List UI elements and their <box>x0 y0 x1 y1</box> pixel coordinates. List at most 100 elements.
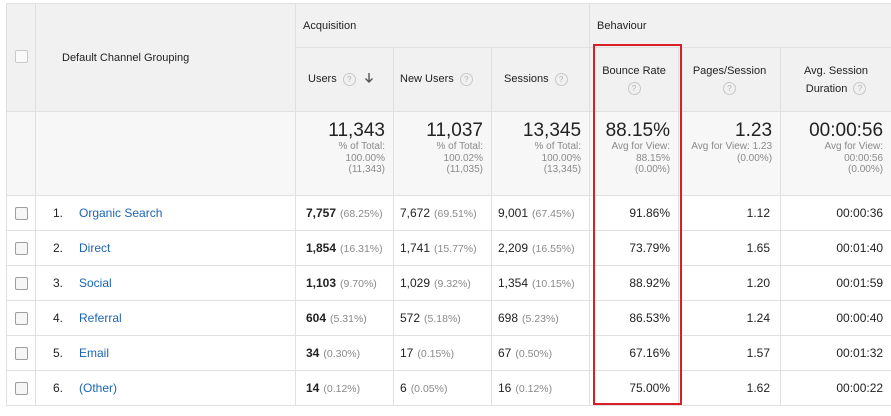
row-checkbox[interactable] <box>14 382 28 396</box>
users-percent: (9.70%) <box>340 278 377 290</box>
users-percent: (5.31%) <box>330 313 367 325</box>
avg-duration-value: 00:01:40 <box>836 241 884 255</box>
bounce-rate-cell: 91.86% <box>589 195 680 231</box>
avg-duration-cell: 00:01:59 <box>780 265 891 301</box>
pages-session-column-header[interactable]: Pages/Session ? <box>678 47 782 112</box>
new-users-cell: 7,672 (69.51%) <box>393 195 492 231</box>
help-icon[interactable]: ? <box>723 82 737 96</box>
avg-duration-total-caption: Avg for View: <box>824 141 884 152</box>
sessions-total-percent: 100.00% <box>541 152 582 164</box>
bounce-rate-total: 88.15% Avg for View: 88.15% (0.00%) <box>589 111 680 196</box>
bounce-rate-total-caption: Avg for View: <box>611 141 671 152</box>
row-checkbox[interactable] <box>14 277 28 291</box>
row-checkbox[interactable] <box>14 242 28 256</box>
row-check-cell <box>6 230 36 266</box>
avg-duration-cell: 00:01:32 <box>780 335 891 371</box>
users-cell: 604 (5.31%) <box>295 300 394 336</box>
row-check-cell <box>6 335 36 371</box>
users-cell: 1,103 (9.70%) <box>295 265 394 301</box>
sessions-value: 9,001 <box>498 206 529 220</box>
channel-link[interactable]: Direct <box>79 241 111 255</box>
new-users-total-caption: % of Total: <box>436 141 483 152</box>
new-users-percent: (5.18%) <box>424 313 461 325</box>
sessions-cell: 2,209 (16.55%) <box>490 230 591 266</box>
users-percent: (68.25%) <box>340 208 383 220</box>
pages-session-cell: 1.62 <box>678 370 782 406</box>
help-icon[interactable]: ? <box>342 73 356 86</box>
channel-cell: 1. Organic Search <box>35 195 296 231</box>
new-users-total-count: (11,035) <box>446 164 483 175</box>
bounce-rate-value: 75.00% <box>629 381 671 395</box>
row-checkbox[interactable] <box>14 347 28 361</box>
bounce-rate-value: 67.16% <box>629 346 671 360</box>
sessions-total-count: (13,345) <box>543 164 582 175</box>
dimension-header[interactable]: Default Channel Grouping <box>35 3 296 112</box>
new-users-cell: 1,741 (15.77%) <box>393 230 492 266</box>
avg-duration-value: 00:01:32 <box>836 346 884 360</box>
sessions-value: 16 <box>498 381 512 395</box>
pages-session-cell: 1.24 <box>678 300 782 336</box>
help-icon[interactable]: ? <box>459 73 473 86</box>
help-icon[interactable]: ? <box>627 82 641 96</box>
avg-session-duration-column-header[interactable]: Avg. Session Duration? <box>780 47 891 112</box>
totals-label-cell <box>35 111 296 196</box>
pages-session-value: 1.62 <box>746 381 771 395</box>
row-checkbox[interactable] <box>14 207 28 221</box>
row-checkbox[interactable] <box>14 312 28 326</box>
row-check-cell <box>6 195 36 231</box>
sessions-percent: (67.45%) <box>532 208 575 220</box>
sort-descending-icon[interactable] <box>364 72 374 87</box>
new-users-value: 1,741 <box>400 241 431 255</box>
channel-link[interactable]: Organic Search <box>79 206 163 220</box>
behaviour-group-header: Behaviour <box>589 3 891 48</box>
channel-link[interactable]: Social <box>79 276 112 290</box>
avg-duration-total-value: 00:00:56 <box>809 120 884 141</box>
table-row: 4. Referral 604 (5.31%) 572 (5.18%) 698 (5.23%)… <box>6 300 891 336</box>
sessions-percent: (0.12%) <box>515 383 553 395</box>
users-value: 604 <box>306 311 327 325</box>
dimension-header-label: Default Channel Grouping <box>62 51 190 64</box>
sessions-value: 698 <box>498 311 519 325</box>
users-total-caption: % of Total: <box>338 141 385 152</box>
sessions-percent: (5.23%) <box>522 313 559 325</box>
users-cell: 1,854 (16.31%) <box>295 230 394 266</box>
avg-duration-total-delta: (0.00%) <box>848 164 884 175</box>
new-users-value: 7,672 <box>400 206 431 220</box>
users-value: 7,757 <box>306 206 337 220</box>
bounce-rate-column-header[interactable]: Bounce Rate ? <box>589 47 680 112</box>
bounce-rate-cell: 86.53% <box>589 300 680 336</box>
channel-link[interactable]: Email <box>79 346 110 360</box>
totals-row: 11,343 % of Total: 100.00% (11,343) 11,0… <box>6 111 891 196</box>
sessions-value: 67 <box>498 346 512 360</box>
bounce-rate-value: 73.79% <box>629 241 671 255</box>
sessions-column-header[interactable]: Sessions? <box>490 47 591 112</box>
pages-session-value: 1.24 <box>746 311 771 325</box>
bounce-rate-cell: 67.16% <box>589 335 680 371</box>
pages-session-cell: 1.57 <box>678 335 782 371</box>
help-icon[interactable]: ? <box>554 73 568 86</box>
new-users-value: 572 <box>400 311 421 325</box>
channel-link[interactable]: (Other) <box>79 381 118 395</box>
bounce-rate-column-label: Bounce Rate <box>602 64 666 77</box>
help-icon[interactable]: ? <box>853 82 867 96</box>
new-users-value: 17 <box>400 346 414 360</box>
pages-session-value: 1.65 <box>746 241 771 255</box>
avg-duration-cell: 00:01:40 <box>780 230 891 266</box>
new-users-total-value: 11,037 <box>426 120 483 141</box>
channel-cell: 5. Email <box>35 335 296 371</box>
select-all-checkbox[interactable] <box>14 49 28 63</box>
bounce-rate-value: 88.92% <box>629 276 671 290</box>
avg-duration-value: 00:00:22 <box>836 381 884 395</box>
bounce-rate-total-avg: 88.15% <box>636 152 671 164</box>
new-users-column-header[interactable]: New Users? <box>393 47 492 112</box>
avg-duration-cell: 00:00:22 <box>780 370 891 406</box>
row-index: 2. <box>53 241 64 255</box>
channel-link[interactable]: Referral <box>79 311 122 325</box>
row-index: 4. <box>53 311 64 325</box>
bounce-rate-value: 91.86% <box>629 206 671 220</box>
users-column-header[interactable]: Users? <box>295 47 394 112</box>
pages-session-column-label: Pages/Session <box>692 64 767 77</box>
avg-duration-total-avg: 00:00:56 <box>844 152 884 164</box>
avg-duration-value: 00:00:36 <box>836 206 884 220</box>
sessions-cell: 67 (0.50%) <box>490 335 591 371</box>
